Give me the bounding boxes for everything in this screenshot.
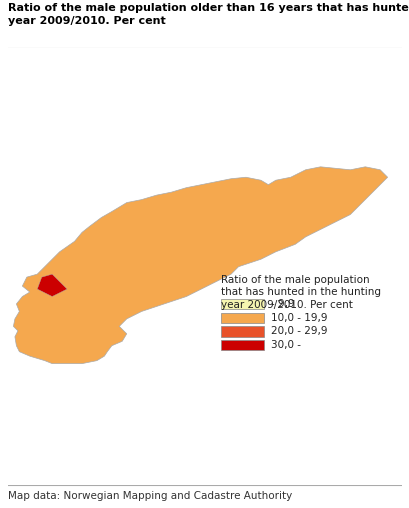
FancyBboxPatch shape	[221, 326, 264, 337]
Text: 30,0 -: 30,0 -	[270, 340, 300, 350]
Text: 20,0 - 29,9: 20,0 - 29,9	[270, 327, 326, 336]
Text: Ratio of the male population
that has hunted in the hunting
year 2009/2010. Per : Ratio of the male population that has hu…	[221, 275, 380, 310]
FancyBboxPatch shape	[221, 312, 264, 323]
Polygon shape	[37, 274, 67, 297]
Text: - 9,9: - 9,9	[270, 299, 294, 309]
Text: 10,0 - 19,9: 10,0 - 19,9	[270, 313, 326, 323]
FancyBboxPatch shape	[221, 340, 264, 350]
Text: Map data: Norwegian Mapping and Cadastre Authority: Map data: Norwegian Mapping and Cadastre…	[8, 491, 292, 501]
Text: Ratio of the male population older than 16 years that has hunted in the hunting
: Ratio of the male population older than …	[8, 3, 409, 26]
FancyBboxPatch shape	[221, 299, 264, 309]
Polygon shape	[13, 167, 387, 364]
